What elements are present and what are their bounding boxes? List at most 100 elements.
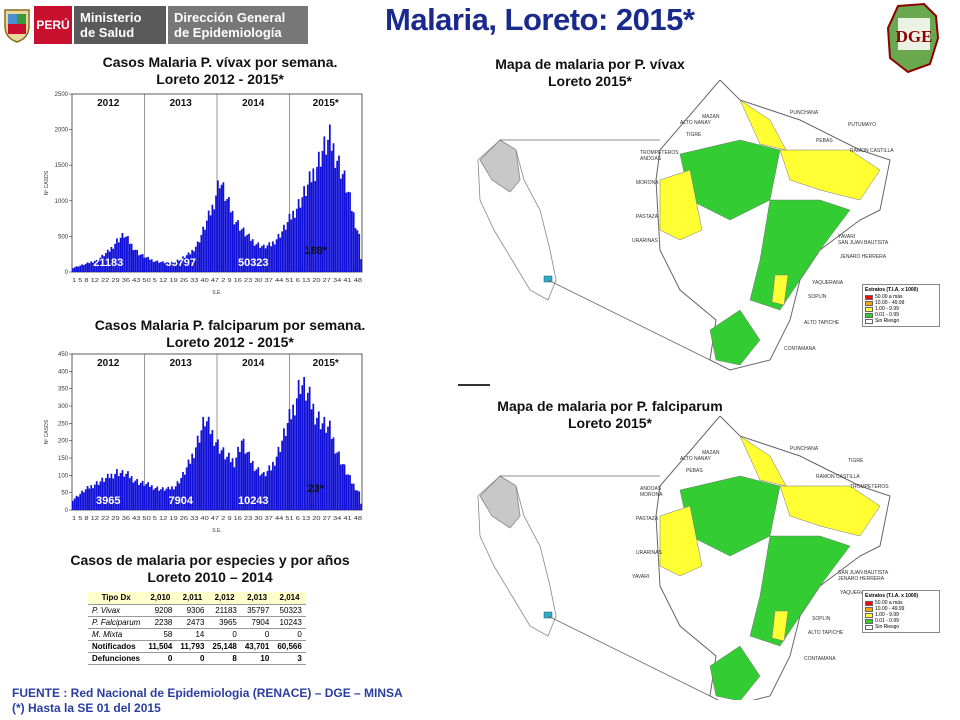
falciparum-weekly-chart: 0 50 100 150 200 250 300 350 400 450 Nº CASOS 2012 2… [40, 350, 370, 540]
table-row: Defunciones 0 0 8 10 3 [88, 652, 306, 665]
weekly-bar [343, 464, 346, 510]
y-tick-label: 1500 [55, 163, 69, 169]
year-label: 2013 [170, 358, 193, 369]
weekly-bar [239, 452, 241, 510]
weekly-bar [123, 476, 126, 510]
weekly-bar [341, 174, 344, 272]
weekly-bar [242, 227, 245, 272]
y-tick-label: 300 [58, 404, 69, 410]
x-tick-labels: 1 5 8 12 22 29 36 43 50 5 12 19 26 33 40… [72, 278, 362, 284]
green-district [709, 645, 761, 700]
province-label: YAQUERANA [812, 280, 844, 286]
vivax-weekly-chart: 0 500 1000 1500 2000 2500 Nº CASOS 2012 2013 2014… [40, 90, 370, 302]
weekly-bar [88, 488, 91, 510]
row-label: M. Mixta [88, 628, 145, 641]
legend-item: Sin Riesgo [865, 318, 937, 324]
weekly-bar [191, 453, 194, 510]
row-label: Defunciones [88, 652, 145, 665]
year-total-label: 50323 [238, 257, 269, 269]
map1-title: Mapa de malaria por P. vívax [495, 56, 685, 72]
weekly-bar [253, 471, 256, 510]
weekly-bar [358, 233, 361, 272]
legend-title: Estratos (T.I.A. x 1000) [865, 287, 919, 293]
table-cell: 11,793 [176, 640, 209, 653]
table-cell: 0 [176, 652, 209, 665]
weekly-bar [338, 155, 340, 272]
weekly-bar [171, 486, 173, 510]
y-tick-label: 500 [58, 234, 69, 240]
weekly-bar [262, 244, 265, 272]
weekly-bar [75, 266, 78, 272]
weekly-bar [290, 419, 293, 510]
weekly-bar [316, 166, 318, 272]
weekly-bar [189, 254, 192, 272]
weekly-bar [360, 503, 362, 510]
location-marker [543, 611, 553, 619]
weekly-bar [273, 244, 276, 272]
weekly-bar [306, 184, 309, 272]
weekly-bar [152, 489, 155, 510]
weekly-bar [185, 467, 188, 510]
weekly-bar [319, 166, 322, 272]
weekly-bar [121, 470, 124, 510]
weekly-bar [218, 453, 221, 510]
year-label: 2015* [313, 358, 339, 369]
weekly-bar [257, 242, 260, 272]
weekly-bar [204, 426, 206, 510]
year-label: 2012 [97, 98, 120, 109]
green-district [709, 309, 761, 366]
weekly-bar [119, 473, 122, 510]
weekly-bar [297, 199, 300, 272]
weekly-bar [341, 464, 344, 510]
weekly-bar [189, 463, 192, 510]
legend-label: 50.00 a más [875, 600, 903, 606]
weekly-bar [103, 481, 105, 510]
yellow-district [779, 149, 881, 201]
weekly-bar [345, 192, 348, 272]
weekly-bar [231, 210, 234, 272]
weekly-bar [138, 484, 140, 510]
weekly-bar [213, 445, 216, 510]
dge-logo-icon: DGE [886, 2, 940, 74]
table-cell: 0 [208, 628, 241, 641]
weekly-bar [233, 467, 236, 510]
weekly-bar [314, 424, 317, 510]
table-cell: 50323 [273, 604, 306, 617]
weekly-bar [283, 224, 285, 272]
chart1-title: Casos Malaria P. vívax por semana. [102, 54, 338, 70]
weekly-bar [130, 243, 133, 272]
weekly-bar [154, 261, 157, 272]
table-cell: 58 [144, 628, 177, 641]
map2-legend: Estratos (T.I.A. x 1000) 50.00 a más 10.00… [862, 590, 940, 633]
legend-swatch [865, 624, 873, 630]
weekly-bar [220, 184, 223, 272]
weekly-bar [338, 451, 340, 510]
weekly-bar [314, 181, 317, 272]
weekly-bar [277, 446, 280, 510]
legend-label: Sin Riesgo [875, 318, 900, 324]
weekly-bar [101, 254, 104, 272]
weekly-bar [239, 230, 241, 272]
weekly-bar [187, 459, 190, 510]
map1-subtitle: Loreto 2015* [547, 73, 633, 89]
province-label: MORONA [636, 180, 659, 186]
table-cell: 2473 [176, 616, 209, 629]
legend-title: Estratos (T.I.A. x 1000) [865, 593, 919, 599]
yellow-district [771, 610, 789, 642]
weekly-bar [147, 482, 149, 510]
weekly-bar [272, 461, 274, 510]
weekly-bar [292, 210, 294, 272]
legend-item: Sin Riesgo [865, 624, 937, 630]
y-tick-label: 350 [58, 387, 69, 393]
weekly-bar [183, 257, 186, 272]
province-label: ALTO TAPICHE [808, 630, 844, 636]
weekly-bar [250, 240, 252, 272]
weekly-bar [103, 256, 105, 272]
weekly-bar [328, 124, 331, 272]
province-label: MAZAN [702, 114, 720, 120]
table-cell: 60,566 [273, 640, 306, 653]
weekly-bar [86, 486, 89, 510]
weekly-bar [321, 150, 324, 272]
row-label: Notificados [88, 640, 145, 653]
legend-swatch [865, 618, 873, 624]
